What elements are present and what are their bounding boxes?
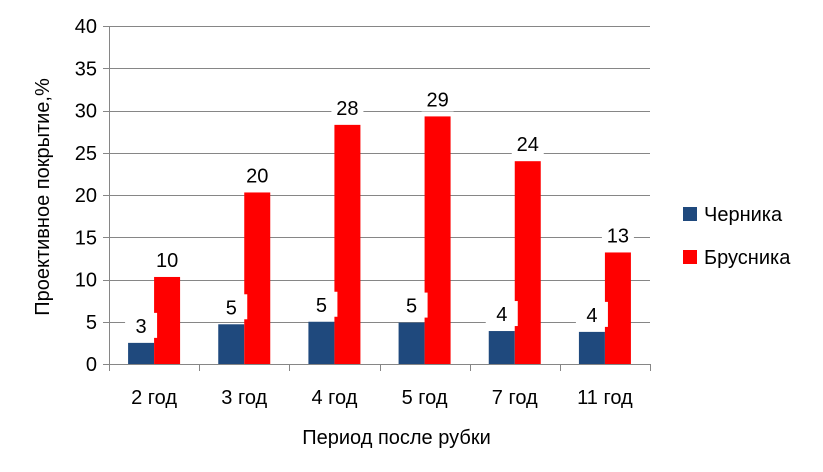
bar-brusnika: [604, 252, 631, 364]
x-tick-label: 3 год: [221, 387, 267, 409]
data-label-background: [125, 312, 158, 338]
bar-brusnika: [334, 124, 361, 365]
data-label-background: [151, 246, 184, 272]
data-label: 5: [226, 297, 237, 319]
data-label: 4: [586, 305, 597, 327]
y-tick-label: 35: [75, 58, 97, 80]
y-tick-label: 0: [86, 354, 97, 376]
bar-chernika: [218, 324, 245, 364]
y-tick-label: 40: [75, 16, 97, 38]
data-label: 5: [406, 296, 417, 318]
legend-swatch: [683, 207, 697, 221]
data-label-background: [511, 131, 544, 157]
data-label: 4: [496, 304, 507, 326]
y-tick-label: 25: [75, 143, 97, 165]
y-tick-label: 30: [75, 101, 97, 123]
data-label-background: [421, 86, 454, 112]
bar-chernika: [488, 331, 515, 364]
gridlines: [109, 26, 650, 323]
y-axis-ticks: 0 5 10 15 20 25 30 35 40: [75, 16, 109, 376]
x-axis-title: Период после рубки: [302, 427, 491, 449]
y-tick-label: 10: [75, 270, 97, 292]
data-label: 10: [156, 250, 178, 272]
data-label: 28: [336, 98, 358, 120]
bar-chernika: [128, 342, 155, 364]
bar-chernika: [308, 321, 335, 364]
bar-brusnika: [424, 116, 451, 364]
data-label-background: [331, 94, 364, 120]
bar-brusnika: [154, 276, 181, 364]
x-tick-label: 7 год: [492, 387, 538, 409]
data-labels: 3 10 5 20 5 28 5 29 4 24 4 13: [125, 86, 634, 338]
bar-brusnika: [244, 192, 271, 364]
data-label-background: [241, 162, 274, 188]
bar-chernika: [578, 331, 605, 364]
x-tick-label: 11 год: [577, 387, 633, 409]
x-tick-label: 4 год: [311, 387, 357, 409]
data-label: 20: [246, 165, 268, 187]
data-label: 24: [517, 134, 539, 156]
x-tick-label: 2 год: [131, 387, 177, 409]
data-label: 29: [426, 89, 448, 111]
data-label: 13: [607, 225, 629, 247]
data-label-background: [395, 292, 428, 318]
y-tick-label: 5: [86, 312, 97, 334]
bar-chernika: [398, 322, 425, 364]
data-label-background: [215, 294, 248, 320]
data-label: 3: [136, 316, 147, 338]
data-label-background: [575, 301, 608, 327]
x-axis-ticks: 2 год 3 год 4 год 5 год 7 год 11 год: [109, 364, 651, 409]
data-label-background: [485, 301, 518, 327]
legend: Черника Брусника: [683, 204, 791, 269]
y-axis-title: Проективное покрытие,%: [32, 78, 54, 316]
x-tick-label: 5 год: [402, 387, 448, 409]
data-label: 5: [316, 295, 327, 317]
data-label-background: [601, 222, 634, 248]
y-tick-label: 15: [75, 227, 97, 249]
y-tick-label: 20: [75, 185, 97, 207]
data-label-background: [305, 291, 338, 317]
legend-label: Черника: [704, 204, 783, 226]
legend-swatch: [683, 250, 697, 264]
bar-brusnika: [514, 161, 541, 364]
bars: [128, 116, 631, 365]
legend-label: Брусника: [704, 247, 791, 269]
